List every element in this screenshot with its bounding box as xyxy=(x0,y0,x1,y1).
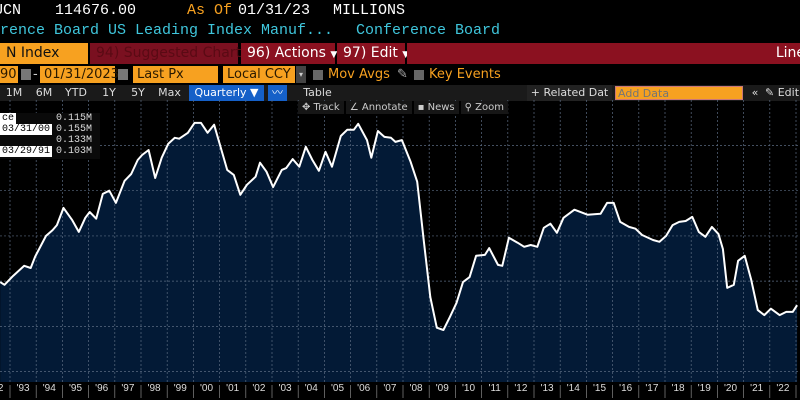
key-events-label: Key Events xyxy=(429,67,501,82)
x-tick-label: '05 xyxy=(330,383,345,394)
mov-avgs-checkbox[interactable] xyxy=(313,70,323,80)
pencil-icon[interactable]: ✎ xyxy=(397,67,408,82)
frequency-select[interactable]: Quarterly ▼ xyxy=(189,85,264,101)
period-1y-button[interactable]: 1Y xyxy=(102,86,116,99)
legend-label: 03/29/91 xyxy=(0,146,53,157)
chart-type-button[interactable]: Line xyxy=(407,43,800,64)
line-chart-icon[interactable]: 〰 xyxy=(268,85,287,101)
x-tick-label: '17 xyxy=(645,383,659,394)
period-ytd-button[interactable]: YTD xyxy=(65,86,87,99)
legend-value: 0.133M xyxy=(56,135,93,146)
start-date-input[interactable]: 90 xyxy=(0,66,18,83)
x-tick-label: '10 xyxy=(461,383,476,394)
x-tick-label: '07 xyxy=(383,383,397,394)
track-button[interactable]: ✥ Track xyxy=(298,101,344,114)
security-input[interactable]: N Index xyxy=(0,43,88,64)
x-tick-label: '92 xyxy=(0,383,4,394)
x-tick-label: '03 xyxy=(278,383,292,394)
area-fill xyxy=(0,122,798,383)
x-tick-label: '99 xyxy=(173,383,187,394)
edit-label: 97) Edit xyxy=(343,45,398,61)
suggested-charts-button[interactable]: 94) Suggested Charts xyxy=(90,43,248,64)
edit-button[interactable]: ✎ Edit xyxy=(765,86,800,99)
x-tick-label: '14 xyxy=(566,383,580,394)
period-6m-button[interactable]: 6M xyxy=(35,86,53,99)
calendar-icon[interactable] xyxy=(21,69,31,80)
x-tick-label: '22 xyxy=(776,383,790,394)
dropdown-arrow-icon[interactable]: ▾ xyxy=(296,66,306,83)
field-select[interactable]: Last Px xyxy=(133,66,218,83)
menu-bar: N Index 94) Suggested Charts 96) Actions… xyxy=(0,43,800,64)
x-tick-label: '97 xyxy=(121,383,135,394)
edit-menu-button[interactable]: 97) Edit ▼ xyxy=(337,43,409,64)
date-dash: - xyxy=(33,67,38,82)
x-axis-band xyxy=(0,382,800,400)
x-tick-label: '18 xyxy=(671,383,685,394)
description: rence Board US Leading Index Manuf... xyxy=(0,22,334,39)
x-tick-label: '08 xyxy=(409,383,423,394)
x-tick-label: '21 xyxy=(750,383,764,394)
as-of-label: As Of xyxy=(187,2,233,19)
x-tick-label: '01 xyxy=(226,383,240,394)
x-tick-label: '96 xyxy=(95,383,109,394)
related-data-button[interactable]: + Related Dat xyxy=(527,85,612,101)
legend-value: 0.115M xyxy=(56,113,93,124)
x-tick-label: '00 xyxy=(199,383,214,394)
x-tick-label: '12 xyxy=(514,383,528,394)
source: Conference Board xyxy=(356,22,501,39)
controls-row: 90 - 01/31/2023 Last Px Local CCY ▾ Mov … xyxy=(0,66,800,84)
x-tick-label: '93 xyxy=(16,383,30,394)
x-tick-label: '15 xyxy=(592,383,607,394)
period-1m-button[interactable]: 1M xyxy=(5,86,23,99)
x-tick-label: '04 xyxy=(304,383,318,394)
period-max-button[interactable]: Max xyxy=(158,86,181,99)
chart-type-label: Line xyxy=(775,45,800,61)
x-tick-label: '95 xyxy=(68,383,83,394)
collapse-icon[interactable]: « xyxy=(751,86,759,99)
key-events-checkbox[interactable] xyxy=(414,70,424,80)
chart-toolbar: 1M 6M YTD 1Y 5Y Max Quarterly ▼ 〰 Table … xyxy=(0,85,800,101)
x-tick-label: '02 xyxy=(252,383,266,394)
caret-down-icon: ▼ xyxy=(330,50,338,60)
news-button[interactable]: ▪ News xyxy=(413,101,459,114)
series-line xyxy=(0,121,798,331)
legend-value: 0.155M xyxy=(56,124,93,135)
x-tick-label: '98 xyxy=(147,383,161,394)
ticker: UCN xyxy=(0,2,22,19)
actions-label: 96) Actions xyxy=(247,45,326,61)
chart-tools: ✥ Track ∠ Annotate ▪ News ⚲ Zoom xyxy=(298,101,508,114)
calendar-icon[interactable] xyxy=(118,69,128,80)
as-of-date: 01/31/23 xyxy=(238,2,311,19)
actions-button[interactable]: 96) Actions ▼ xyxy=(241,43,338,64)
x-tick-label: '09 xyxy=(435,383,449,394)
x-tick-label: '94 xyxy=(42,383,56,394)
period-5y-button[interactable]: 5Y xyxy=(131,86,145,99)
add-data-input[interactable] xyxy=(615,86,743,100)
x-tick-label: '11 xyxy=(488,383,501,394)
last-value: 114676.00 xyxy=(55,2,137,19)
legend-value: 0.103M xyxy=(56,146,93,157)
mov-avgs-label: Mov Avgs xyxy=(328,67,390,82)
currency-select[interactable]: Local CCY xyxy=(223,66,295,83)
annotate-button[interactable]: ∠ Annotate xyxy=(345,101,412,114)
x-tick-label: '06 xyxy=(357,383,371,394)
legend-label: 03/31/00 xyxy=(0,124,53,135)
caret-down-icon: ▼ xyxy=(402,50,410,60)
end-date-input[interactable]: 01/31/2023 xyxy=(40,66,119,83)
table-button[interactable]: Table xyxy=(303,86,332,99)
x-tick-label: '19 xyxy=(697,383,711,394)
x-tick-label: '16 xyxy=(619,383,633,394)
legend: ce 0.115M 03/31/00 0.155M 0.133M 03/29/9… xyxy=(0,113,100,159)
legend-label: ce xyxy=(0,113,17,124)
x-tick-label: '20 xyxy=(723,383,738,394)
zoom-button[interactable]: ⚲ Zoom xyxy=(460,101,508,114)
units: MILLIONS xyxy=(333,2,406,19)
chart-area[interactable] xyxy=(0,100,800,400)
x-tick-label: '13 xyxy=(540,383,554,394)
